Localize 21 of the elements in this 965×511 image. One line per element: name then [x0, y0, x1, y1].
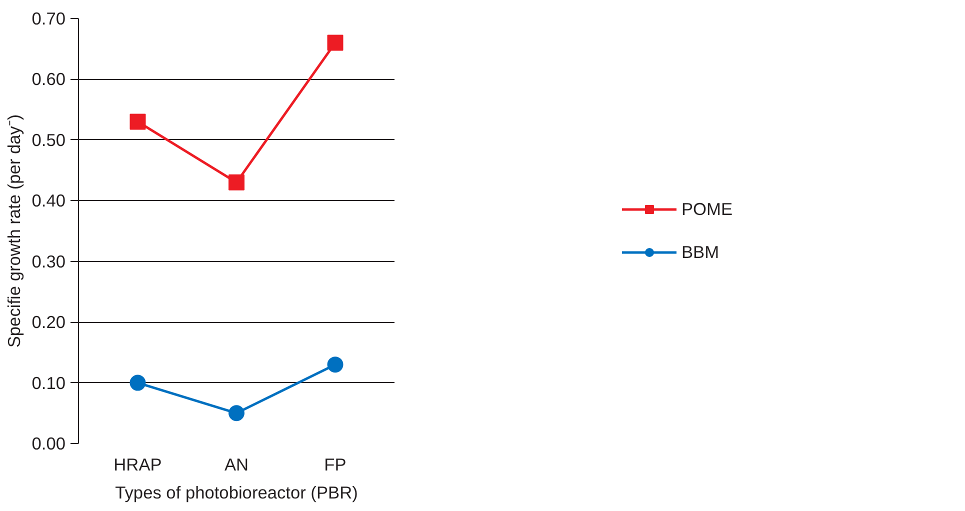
y-tick-label: 0.70	[32, 8, 66, 28]
legend-label: BBM	[681, 242, 720, 262]
legend-label: POME	[681, 198, 733, 220]
x-axis-title: Types of photobioreactor (PBR)	[115, 482, 358, 502]
y-tick-label: 0.20	[32, 312, 66, 332]
y-tick-label: 0.60	[32, 69, 66, 90]
point	[228, 174, 244, 190]
x-tick-label: HRAP	[114, 454, 162, 474]
point	[327, 34, 344, 51]
point	[130, 374, 146, 391]
y-tick-label: 0.00	[32, 434, 66, 454]
x-tick-label: FP	[324, 454, 346, 474]
y-axis-title: Specifie growth rate (per day⁻)	[4, 114, 24, 348]
y-tick-label: 0.10	[32, 372, 66, 393]
y-tick-label: 0.50	[32, 130, 66, 150]
x-tick-label: AN	[224, 454, 249, 474]
point	[228, 405, 244, 422]
point	[327, 356, 344, 373]
y-tick-label: 0.40	[32, 190, 66, 211]
y-tick-label: 0.30	[32, 251, 66, 272]
point	[130, 114, 146, 130]
